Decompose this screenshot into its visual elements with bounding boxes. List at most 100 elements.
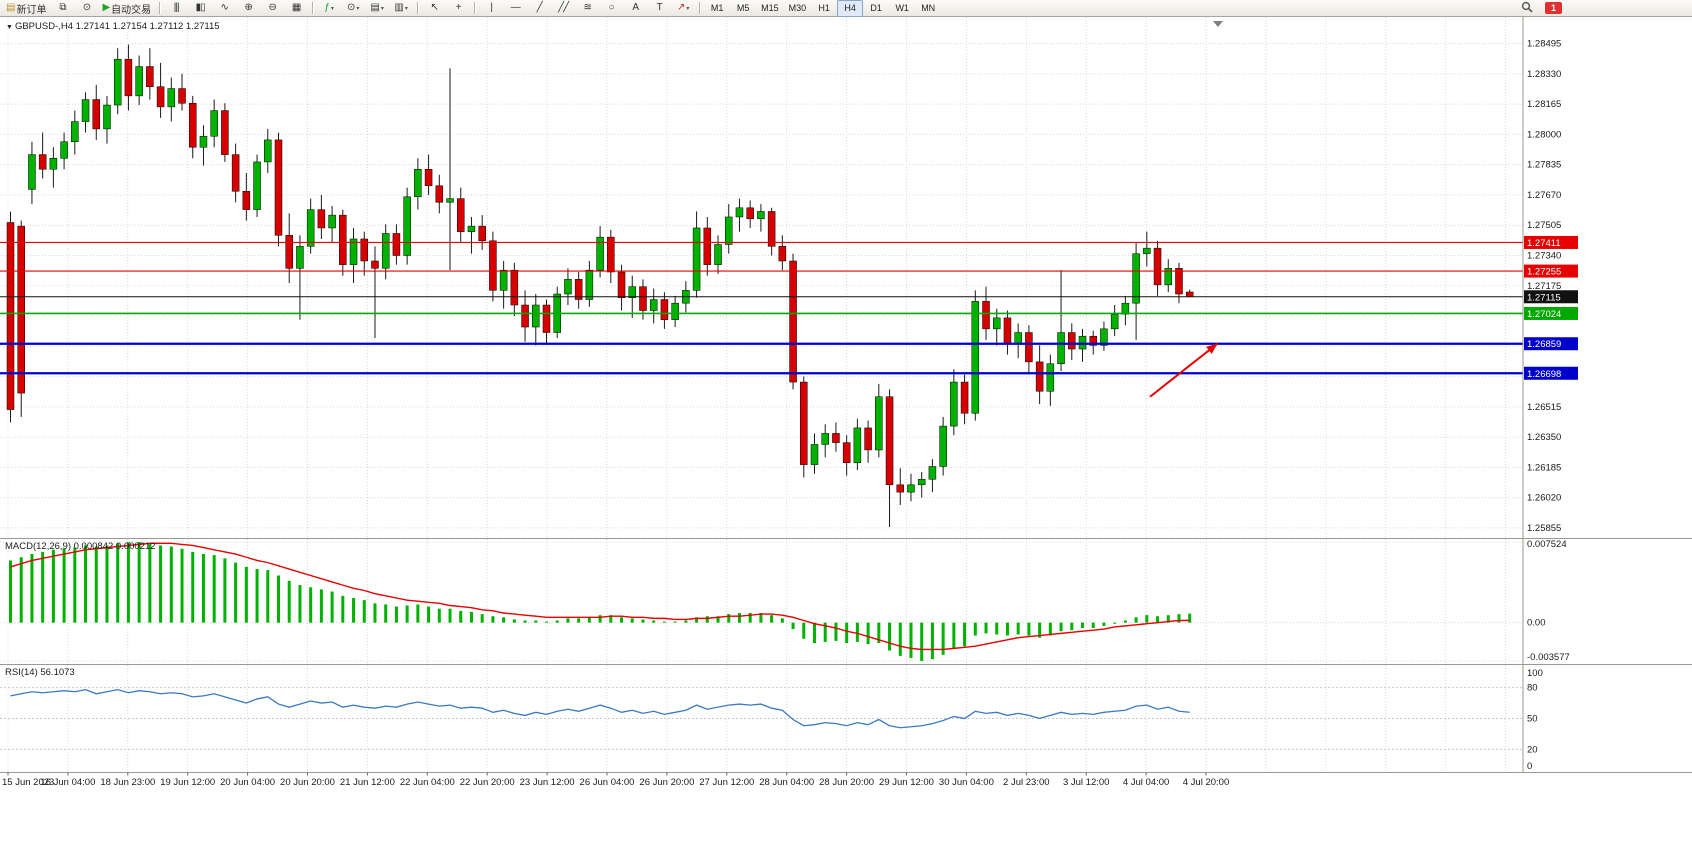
candle[interactable] xyxy=(467,225,476,232)
candle[interactable] xyxy=(1121,302,1130,315)
candle[interactable] xyxy=(456,198,465,232)
line-chart-button[interactable]: ∿ xyxy=(212,0,236,17)
price-tag[interactable] xyxy=(1524,306,1578,320)
candle[interactable] xyxy=(1110,313,1119,330)
candle[interactable] xyxy=(221,110,229,155)
candle[interactable] xyxy=(1046,363,1055,392)
candle[interactable] xyxy=(424,169,433,187)
candle[interactable] xyxy=(231,154,240,192)
horizontal-line-button[interactable]: ― xyxy=(503,0,527,17)
candle[interactable] xyxy=(724,216,733,245)
zoom-in-button[interactable]: ⊕ xyxy=(236,0,260,17)
candle[interactable] xyxy=(832,433,840,443)
candle[interactable] xyxy=(285,235,293,269)
candle[interactable] xyxy=(81,99,90,122)
price-tag[interactable] xyxy=(1524,290,1578,304)
candle[interactable] xyxy=(60,141,68,159)
candle[interactable] xyxy=(274,139,283,236)
candle[interactable] xyxy=(628,286,637,298)
candle[interactable] xyxy=(403,196,411,256)
candle[interactable] xyxy=(735,207,744,218)
candle[interactable] xyxy=(328,214,336,229)
candle[interactable] xyxy=(1100,328,1108,346)
candle[interactable] xyxy=(306,209,315,247)
candle[interactable] xyxy=(607,236,615,273)
candle[interactable] xyxy=(339,214,347,265)
price-tag[interactable] xyxy=(1524,366,1578,380)
candle[interactable] xyxy=(950,381,958,427)
candle[interactable] xyxy=(875,396,883,451)
candle[interactable] xyxy=(746,207,754,220)
candle[interactable] xyxy=(435,185,444,203)
auto-trading-button[interactable]: ▶ 自动交易 xyxy=(98,0,155,17)
shapes-button[interactable]: ○ xyxy=(599,0,623,17)
candle[interactable] xyxy=(371,260,379,269)
candle[interactable] xyxy=(71,121,79,142)
chart-window-button[interactable]: ⧉ xyxy=(50,0,74,17)
text-button[interactable]: A xyxy=(623,0,647,17)
candle[interactable] xyxy=(853,427,862,464)
channel-button[interactable]: ╱╱ xyxy=(551,0,575,17)
zoom-out-button[interactable]: ⊖ xyxy=(260,0,284,17)
arrows-button[interactable]: ↗ ▾ xyxy=(671,0,695,17)
candle[interactable] xyxy=(446,198,454,203)
candle[interactable] xyxy=(296,246,304,269)
candle[interactable] xyxy=(478,225,486,242)
candle[interactable] xyxy=(885,396,894,486)
templates-button[interactable]: ▤ ▾ xyxy=(365,0,389,17)
candle[interactable] xyxy=(381,233,390,269)
cursor-button[interactable]: ↖ xyxy=(422,0,446,17)
candle[interactable] xyxy=(264,139,272,163)
candle[interactable] xyxy=(49,158,58,170)
indicators-button[interactable]: ƒ ▾ xyxy=(317,0,341,17)
candle[interactable] xyxy=(360,238,369,262)
candle[interactable] xyxy=(703,227,712,265)
candle[interactable] xyxy=(17,225,25,394)
candle[interactable] xyxy=(532,304,540,328)
candle[interactable] xyxy=(649,299,658,311)
timeframe-m30-button[interactable]: M30 xyxy=(788,3,807,13)
new-order-button[interactable]: ▤ 新订单 xyxy=(2,0,50,17)
candle[interactable] xyxy=(585,269,594,300)
candle[interactable] xyxy=(864,427,872,451)
candle[interactable] xyxy=(1003,317,1012,344)
candle[interactable] xyxy=(156,86,165,108)
candle[interactable] xyxy=(917,479,926,486)
price-tag[interactable] xyxy=(1524,235,1578,249)
candle[interactable] xyxy=(939,425,947,467)
candle[interactable] xyxy=(499,269,508,291)
clock-button[interactable]: ⊙ xyxy=(74,0,98,17)
candle[interactable] xyxy=(349,238,358,265)
periods-button[interactable]: ⊙ ▾ xyxy=(341,0,365,17)
profiles-button[interactable]: ▥ ▾ xyxy=(389,0,413,17)
candle[interactable] xyxy=(982,301,990,330)
candle[interactable] xyxy=(167,88,176,108)
crosshair-button[interactable]: + xyxy=(446,0,470,17)
candle[interactable] xyxy=(778,246,787,262)
candle[interactable] xyxy=(113,58,122,106)
timeframe-d1-button[interactable]: D1 xyxy=(870,3,882,13)
candle[interactable] xyxy=(842,442,851,464)
candle[interactable] xyxy=(714,244,722,265)
candle[interactable] xyxy=(1153,247,1162,286)
candle[interactable] xyxy=(896,484,905,493)
timeframe-h1-button[interactable]: H1 xyxy=(818,3,830,13)
candle[interactable] xyxy=(317,209,326,229)
candle[interactable] xyxy=(907,484,915,493)
candle[interactable] xyxy=(692,227,701,291)
candle[interactable] xyxy=(414,169,422,198)
candle[interactable] xyxy=(992,317,1001,330)
candle[interactable] xyxy=(489,240,497,291)
candle[interactable] xyxy=(617,271,626,298)
candle[interactable] xyxy=(810,444,819,465)
text-label-button[interactable]: T xyxy=(647,0,671,17)
candle[interactable] xyxy=(1143,247,1151,254)
candle[interactable] xyxy=(92,99,101,130)
timeframe-m5-button[interactable]: M5 xyxy=(736,3,750,13)
candle[interactable] xyxy=(6,222,15,410)
candle[interactable] xyxy=(1068,332,1076,350)
candle[interactable] xyxy=(124,58,133,97)
tile-windows-button[interactable]: ▦ xyxy=(284,0,308,17)
candle[interactable] xyxy=(767,211,776,247)
candle[interactable] xyxy=(1185,291,1194,298)
